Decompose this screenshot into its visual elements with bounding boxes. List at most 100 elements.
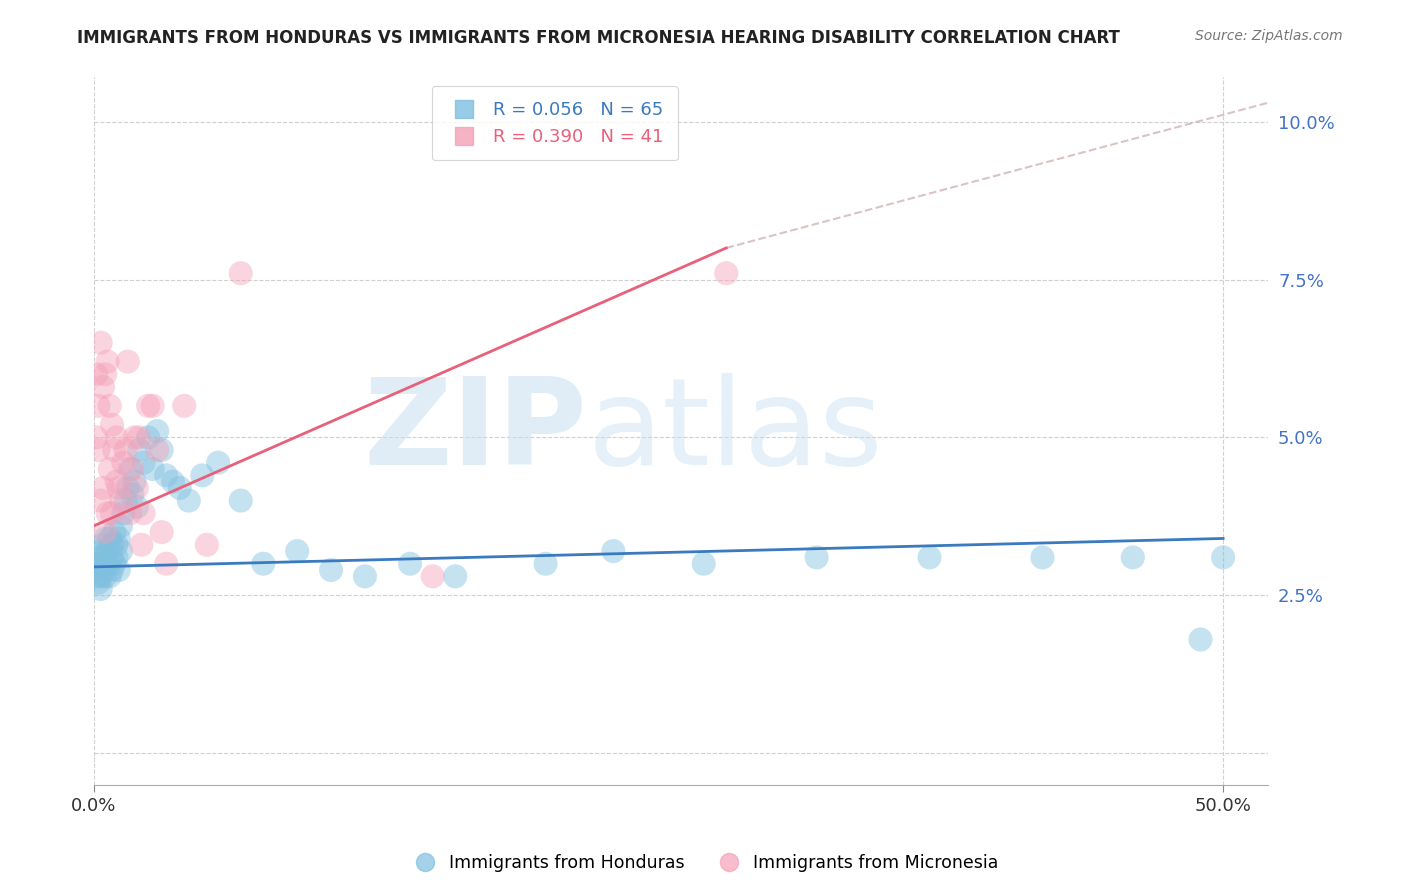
Point: [101, 506, 124, 520]
Point: [142, 462, 165, 476]
Legend: Immigrants from Honduras, Immigrants from Micronesia: Immigrants from Honduras, Immigrants fro…: [401, 847, 1005, 879]
Point: [90, 335, 112, 350]
Point: [101, 538, 124, 552]
Point: [150, 525, 173, 540]
Point: [98, 462, 121, 476]
Point: [87, 575, 110, 590]
Point: [94, 368, 117, 382]
Point: [90, 582, 112, 596]
Point: [716, 266, 738, 280]
Point: [101, 550, 124, 565]
Y-axis label: Hearing Disability: Hearing Disability: [0, 351, 8, 511]
Point: [107, 532, 129, 546]
Point: [103, 443, 125, 458]
Point: [155, 557, 177, 571]
Point: [252, 557, 274, 571]
Point: [84, 569, 107, 583]
Point: [84, 557, 107, 571]
Point: [169, 481, 191, 495]
Point: [96, 354, 118, 368]
Point: [534, 557, 557, 571]
Text: IMMIGRANTS FROM HONDURAS VS IMMIGRANTS FROM MICRONESIA HEARING DISABILITY CORREL: IMMIGRANTS FROM HONDURAS VS IMMIGRANTS F…: [77, 29, 1121, 46]
Text: Source: ZipAtlas.com: Source: ZipAtlas.com: [1195, 29, 1343, 43]
Point: [444, 569, 467, 583]
Point: [229, 266, 252, 280]
Point: [114, 443, 136, 458]
Point: [128, 443, 150, 458]
Point: [105, 430, 128, 444]
Point: [91, 563, 114, 577]
Point: [131, 538, 153, 552]
Point: [96, 506, 118, 520]
Point: [285, 544, 308, 558]
Point: [162, 475, 184, 489]
Point: [602, 544, 624, 558]
Point: [354, 569, 377, 583]
Point: [98, 399, 121, 413]
Point: [87, 443, 110, 458]
Point: [117, 354, 139, 368]
Point: [96, 557, 118, 571]
Point: [107, 481, 129, 495]
Point: [806, 550, 828, 565]
Point: [87, 563, 110, 577]
Point: [1212, 550, 1234, 565]
Point: [101, 417, 124, 432]
Point: [117, 481, 139, 495]
Point: [173, 399, 195, 413]
Point: [91, 380, 114, 394]
Point: [114, 493, 136, 508]
Text: ZIP: ZIP: [363, 373, 588, 490]
Point: [121, 462, 143, 476]
Point: [87, 399, 110, 413]
Point: [94, 525, 117, 540]
Point: [146, 443, 169, 458]
Point: [150, 443, 173, 458]
Point: [155, 468, 177, 483]
Point: [121, 487, 143, 501]
Point: [90, 544, 112, 558]
Point: [94, 557, 117, 571]
Point: [120, 506, 142, 520]
Point: [128, 430, 150, 444]
Point: [110, 493, 132, 508]
Point: [132, 506, 155, 520]
Point: [120, 462, 142, 476]
Point: [84, 368, 107, 382]
Point: [195, 538, 218, 552]
Point: [110, 544, 132, 558]
Point: [105, 475, 128, 489]
Text: atlas: atlas: [588, 373, 883, 490]
Point: [90, 557, 112, 571]
Point: [107, 563, 129, 577]
Point: [94, 569, 117, 583]
Point: [91, 538, 114, 552]
Point: [124, 475, 146, 489]
Point: [124, 430, 146, 444]
Point: [142, 399, 165, 413]
Point: [191, 468, 214, 483]
Point: [98, 532, 121, 546]
Point: [103, 525, 125, 540]
Point: [1122, 550, 1144, 565]
Point: [91, 481, 114, 495]
Point: [229, 493, 252, 508]
Point: [103, 557, 125, 571]
Point: [422, 569, 444, 583]
Point: [98, 569, 121, 583]
Point: [692, 557, 714, 571]
Point: [105, 550, 128, 565]
Point: [90, 493, 112, 508]
Point: [125, 500, 148, 514]
Point: [112, 506, 135, 520]
Point: [87, 550, 110, 565]
Point: [1031, 550, 1053, 565]
Point: [90, 569, 112, 583]
Point: [136, 399, 159, 413]
Point: [1189, 632, 1212, 647]
Point: [207, 456, 229, 470]
Point: [96, 544, 118, 558]
Point: [136, 430, 159, 444]
Point: [132, 456, 155, 470]
Point: [110, 518, 132, 533]
